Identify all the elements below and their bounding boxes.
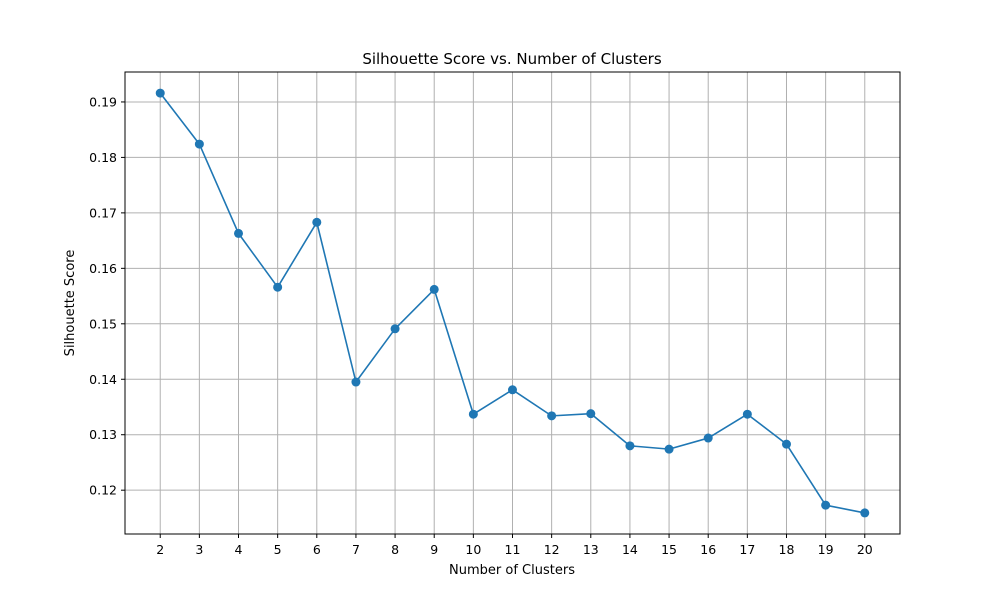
data-point <box>155 88 165 98</box>
y-tick-label: 0.19 <box>89 94 117 109</box>
y-tick-label: 0.12 <box>89 483 117 498</box>
data-point <box>781 439 791 449</box>
data-point <box>860 508 870 518</box>
x-tick-label: 8 <box>391 542 399 557</box>
x-tick-label: 6 <box>313 542 321 557</box>
x-tick-label: 20 <box>857 542 873 557</box>
x-tick-label: 16 <box>700 542 716 557</box>
data-point <box>429 284 439 294</box>
data-point <box>468 409 478 419</box>
data-point <box>664 444 674 454</box>
x-tick-label: 7 <box>352 542 360 557</box>
grid-lines <box>125 72 900 534</box>
data-point <box>703 433 713 443</box>
x-tick-label: 12 <box>544 542 560 557</box>
data-point <box>194 139 204 149</box>
y-tick-label: 0.15 <box>89 316 117 331</box>
x-tick-label: 15 <box>661 542 677 557</box>
x-tick-label: 5 <box>274 542 282 557</box>
x-axis-label: Number of Clusters <box>449 563 575 578</box>
x-tick-label: 13 <box>583 542 599 557</box>
data-point <box>390 324 400 334</box>
x-tick-label: 3 <box>195 542 203 557</box>
data-point <box>273 282 283 292</box>
plot-frame <box>124 71 901 535</box>
y-tick-label: 0.14 <box>89 372 117 387</box>
x-tick-label: 17 <box>739 542 755 557</box>
y-tick-label: 0.17 <box>89 205 117 220</box>
data-point <box>821 500 831 510</box>
series-layer <box>155 88 870 518</box>
y-tick-label: 0.13 <box>89 427 117 442</box>
x-tick-label: 10 <box>465 542 481 557</box>
data-point <box>234 228 244 238</box>
data-point <box>312 217 322 227</box>
x-tick-label: 19 <box>818 542 834 557</box>
data-point <box>586 409 596 419</box>
data-point <box>508 385 517 395</box>
x-tick-label: 4 <box>235 542 243 557</box>
data-point <box>351 377 361 387</box>
x-tick-label: 9 <box>430 542 438 557</box>
y-axis-label: Silhouette Score <box>63 250 78 357</box>
data-point <box>625 441 635 451</box>
chart-title: Silhouette Score vs. Number of Clusters <box>362 50 662 68</box>
y-tick-label: 0.18 <box>89 150 117 165</box>
x-tick-label: 18 <box>779 542 795 557</box>
data-point <box>547 411 557 421</box>
x-tick-label: 2 <box>156 542 164 557</box>
data-point <box>742 409 752 419</box>
y-tick-label: 0.16 <box>89 261 117 276</box>
axis-ticks: 2 3 4 5 6 7 8 9 10 11 12 13 14 15 16 17 18 19 20 0.12 0.13 0.… <box>89 94 873 557</box>
x-tick-label: 14 <box>622 542 638 557</box>
x-tick-label: 11 <box>505 542 521 557</box>
